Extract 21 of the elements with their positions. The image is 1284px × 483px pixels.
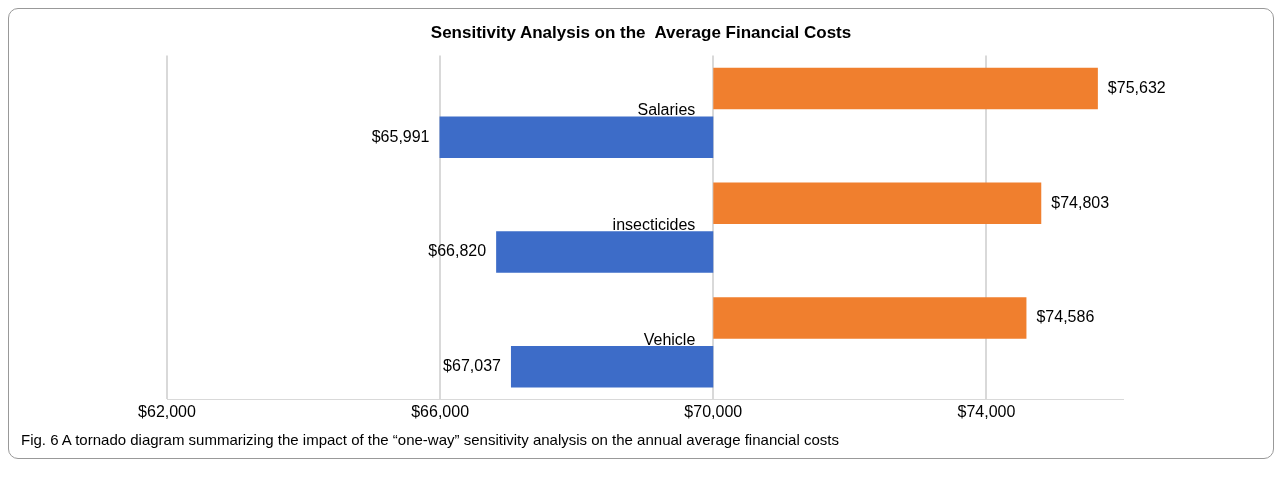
x-tick-label: $62,000 [138,402,197,420]
y-tick-label: Vehicle [643,330,696,348]
x-tick-label: $70,000 [684,402,743,420]
data-label: $74,803 [1051,193,1110,211]
x-tick-label: $66,000 [411,402,470,420]
data-label: $66,820 [428,242,487,260]
bar [510,346,714,388]
bar [713,182,1042,224]
bar [713,67,1098,110]
data-label: $74,586 [1036,308,1095,326]
x-tick-label: $74,000 [957,402,1016,420]
bar [713,297,1027,339]
data-label: $75,632 [1107,78,1166,96]
y-tick-label: Salaries [637,101,696,119]
bar [439,116,714,158]
caption: Fig. 6 A tornado diagram summarizing the impact of the “one-way” sensitivity analysis on the annual average financial costs [20,430,840,450]
y-tick-label: insecticides [612,216,696,234]
chart-title: Sensitivity Analysis on the Average Financial Costs [430,22,852,42]
data-label: $67,037 [443,357,502,375]
data-label: $65,991 [371,127,430,145]
bar [496,231,714,273]
